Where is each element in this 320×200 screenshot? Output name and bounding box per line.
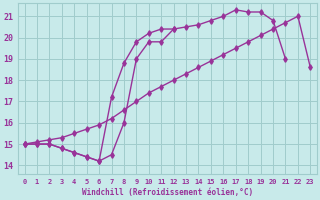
X-axis label: Windchill (Refroidissement éolien,°C): Windchill (Refroidissement éolien,°C) [82, 188, 253, 197]
